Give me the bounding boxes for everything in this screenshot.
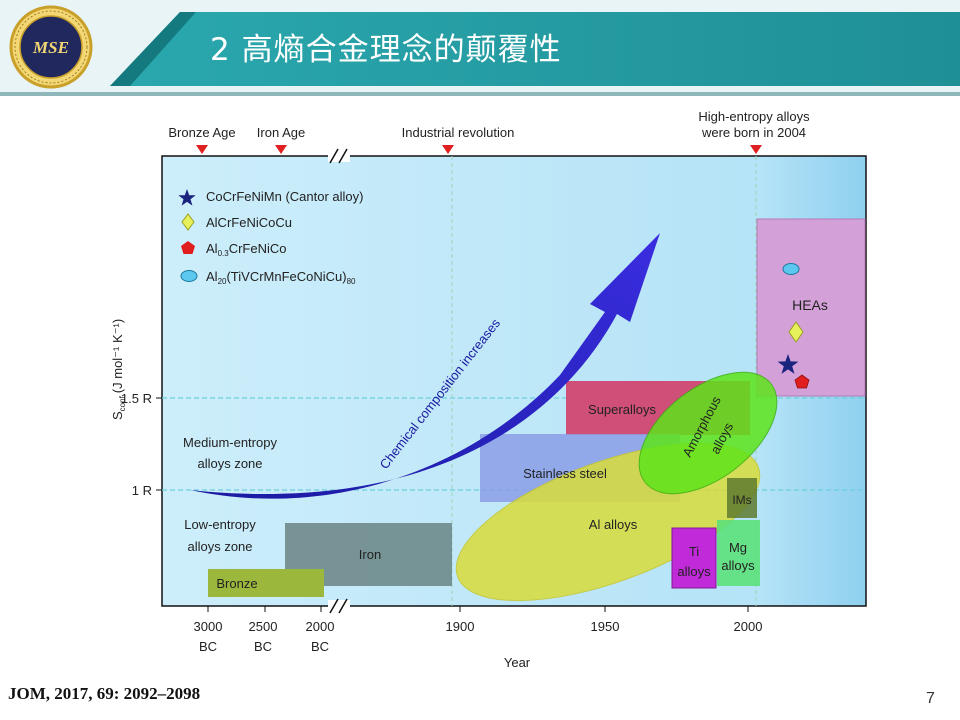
- x-tick-2-b: BC: [311, 639, 329, 654]
- x-tick-4: 1950: [591, 619, 620, 634]
- label-stainless: Stainless steel: [523, 466, 607, 481]
- marker-diamond-alcrfenicocu: [788, 321, 804, 343]
- zone-low-1: Low-entropy: [184, 517, 256, 532]
- x-tick-0-b: BC: [199, 639, 217, 654]
- legend-text-alcrfenicocu: AlCrFeNiCoCu: [206, 215, 292, 230]
- marker-pentagon-al03: [794, 374, 810, 389]
- era-triangle-bronze: [196, 145, 208, 154]
- zone-medium-1: Medium-entropy: [183, 435, 277, 450]
- legend-pentagon-icon: [181, 241, 195, 254]
- region-ti: [671, 527, 717, 589]
- legend: CoCrFeNiMn (Cantor alloy) AlCrFeNiCoCu A…: [178, 189, 363, 286]
- x-tick-1-a: 2500: [249, 619, 278, 634]
- label-mg-1: Mg: [729, 540, 747, 555]
- page-number: 7: [926, 690, 935, 707]
- mse-logo: MSE: [9, 5, 93, 89]
- legend-text-al03: Al0.3CrFeNiCo: [206, 241, 286, 258]
- era-triangle-hea: [750, 145, 762, 154]
- zone-low-2: alloys zone: [187, 539, 252, 554]
- region-ims: [727, 478, 757, 518]
- region-hea: [756, 218, 866, 397]
- y-axis: 1.5 R 1 R Sconf(J mol⁻¹ K⁻¹): [110, 319, 162, 498]
- era-label-hea-2: were born in 2004: [701, 125, 806, 140]
- axis-break-top: [328, 148, 350, 164]
- x-axis: 3000 BC 2500 BC 2000 BC 1900 1950 2000 Y…: [194, 606, 763, 670]
- marker-star-cantor: [777, 354, 799, 374]
- era-triangle-industrial: [442, 145, 454, 154]
- zone-medium-2: alloys zone: [197, 456, 262, 471]
- label-ti-2: alloys: [677, 564, 711, 579]
- slide-title: 2 高熵合金理念的颠覆性: [210, 32, 562, 68]
- header-banner: [0, 0, 960, 96]
- era-label-bronze: Bronze Age: [168, 125, 235, 140]
- y-axis-label: Sconf(J mol⁻¹ K⁻¹): [110, 319, 127, 420]
- region-amorphous: [638, 371, 778, 495]
- era-markers: Bronze Age Iron Age Industrial revolutio…: [168, 109, 810, 154]
- slide-header: MSE 2 高熵合金理念的颠覆性: [0, 0, 960, 96]
- label-ims: IMs: [732, 493, 751, 507]
- axis-break-bottom: [328, 598, 350, 614]
- x-axis-label: Year: [504, 655, 531, 670]
- label-ti-1: Ti: [689, 544, 699, 559]
- region-mg: [717, 520, 760, 586]
- x-tick-0-a: 3000: [194, 619, 223, 634]
- label-mg-2: alloys: [721, 558, 755, 573]
- label-heas: HEAs: [792, 297, 828, 313]
- citation: JOM, 2017, 69: 2092–2098: [8, 684, 201, 703]
- legend-text-cantor: CoCrFeNiMn (Cantor alloy): [206, 189, 363, 204]
- y-tick-1R: 1 R: [132, 483, 152, 498]
- logo-text: MSE: [32, 38, 69, 57]
- legend-ellipse-icon: [180, 270, 198, 282]
- label-al-alloys: Al alloys: [589, 517, 638, 532]
- x-tick-5: 2000: [734, 619, 763, 634]
- x-tick-3: 1900: [446, 619, 475, 634]
- y-tick-1-5R: 1.5 R: [121, 391, 152, 406]
- label-iron: Iron: [359, 547, 381, 562]
- era-label-industrial: Industrial revolution: [402, 125, 515, 140]
- legend-star-icon: [178, 189, 196, 206]
- era-label-iron: Iron Age: [257, 125, 305, 140]
- legend-diamond-icon: [181, 213, 195, 231]
- era-label-hea-1: High-entropy alloys: [698, 109, 810, 124]
- legend-text-al20: Al20(TiVCrMnFeCoNiCu)80: [206, 269, 356, 286]
- x-tick-1-b: BC: [254, 639, 272, 654]
- label-superalloys: Superalloys: [588, 402, 656, 417]
- era-triangle-iron: [275, 145, 287, 154]
- label-bronze: Bronze: [216, 576, 257, 591]
- region-bronze: [208, 569, 324, 597]
- marker-ellipse-al20: [782, 263, 800, 275]
- x-tick-2-a: 2000: [306, 619, 335, 634]
